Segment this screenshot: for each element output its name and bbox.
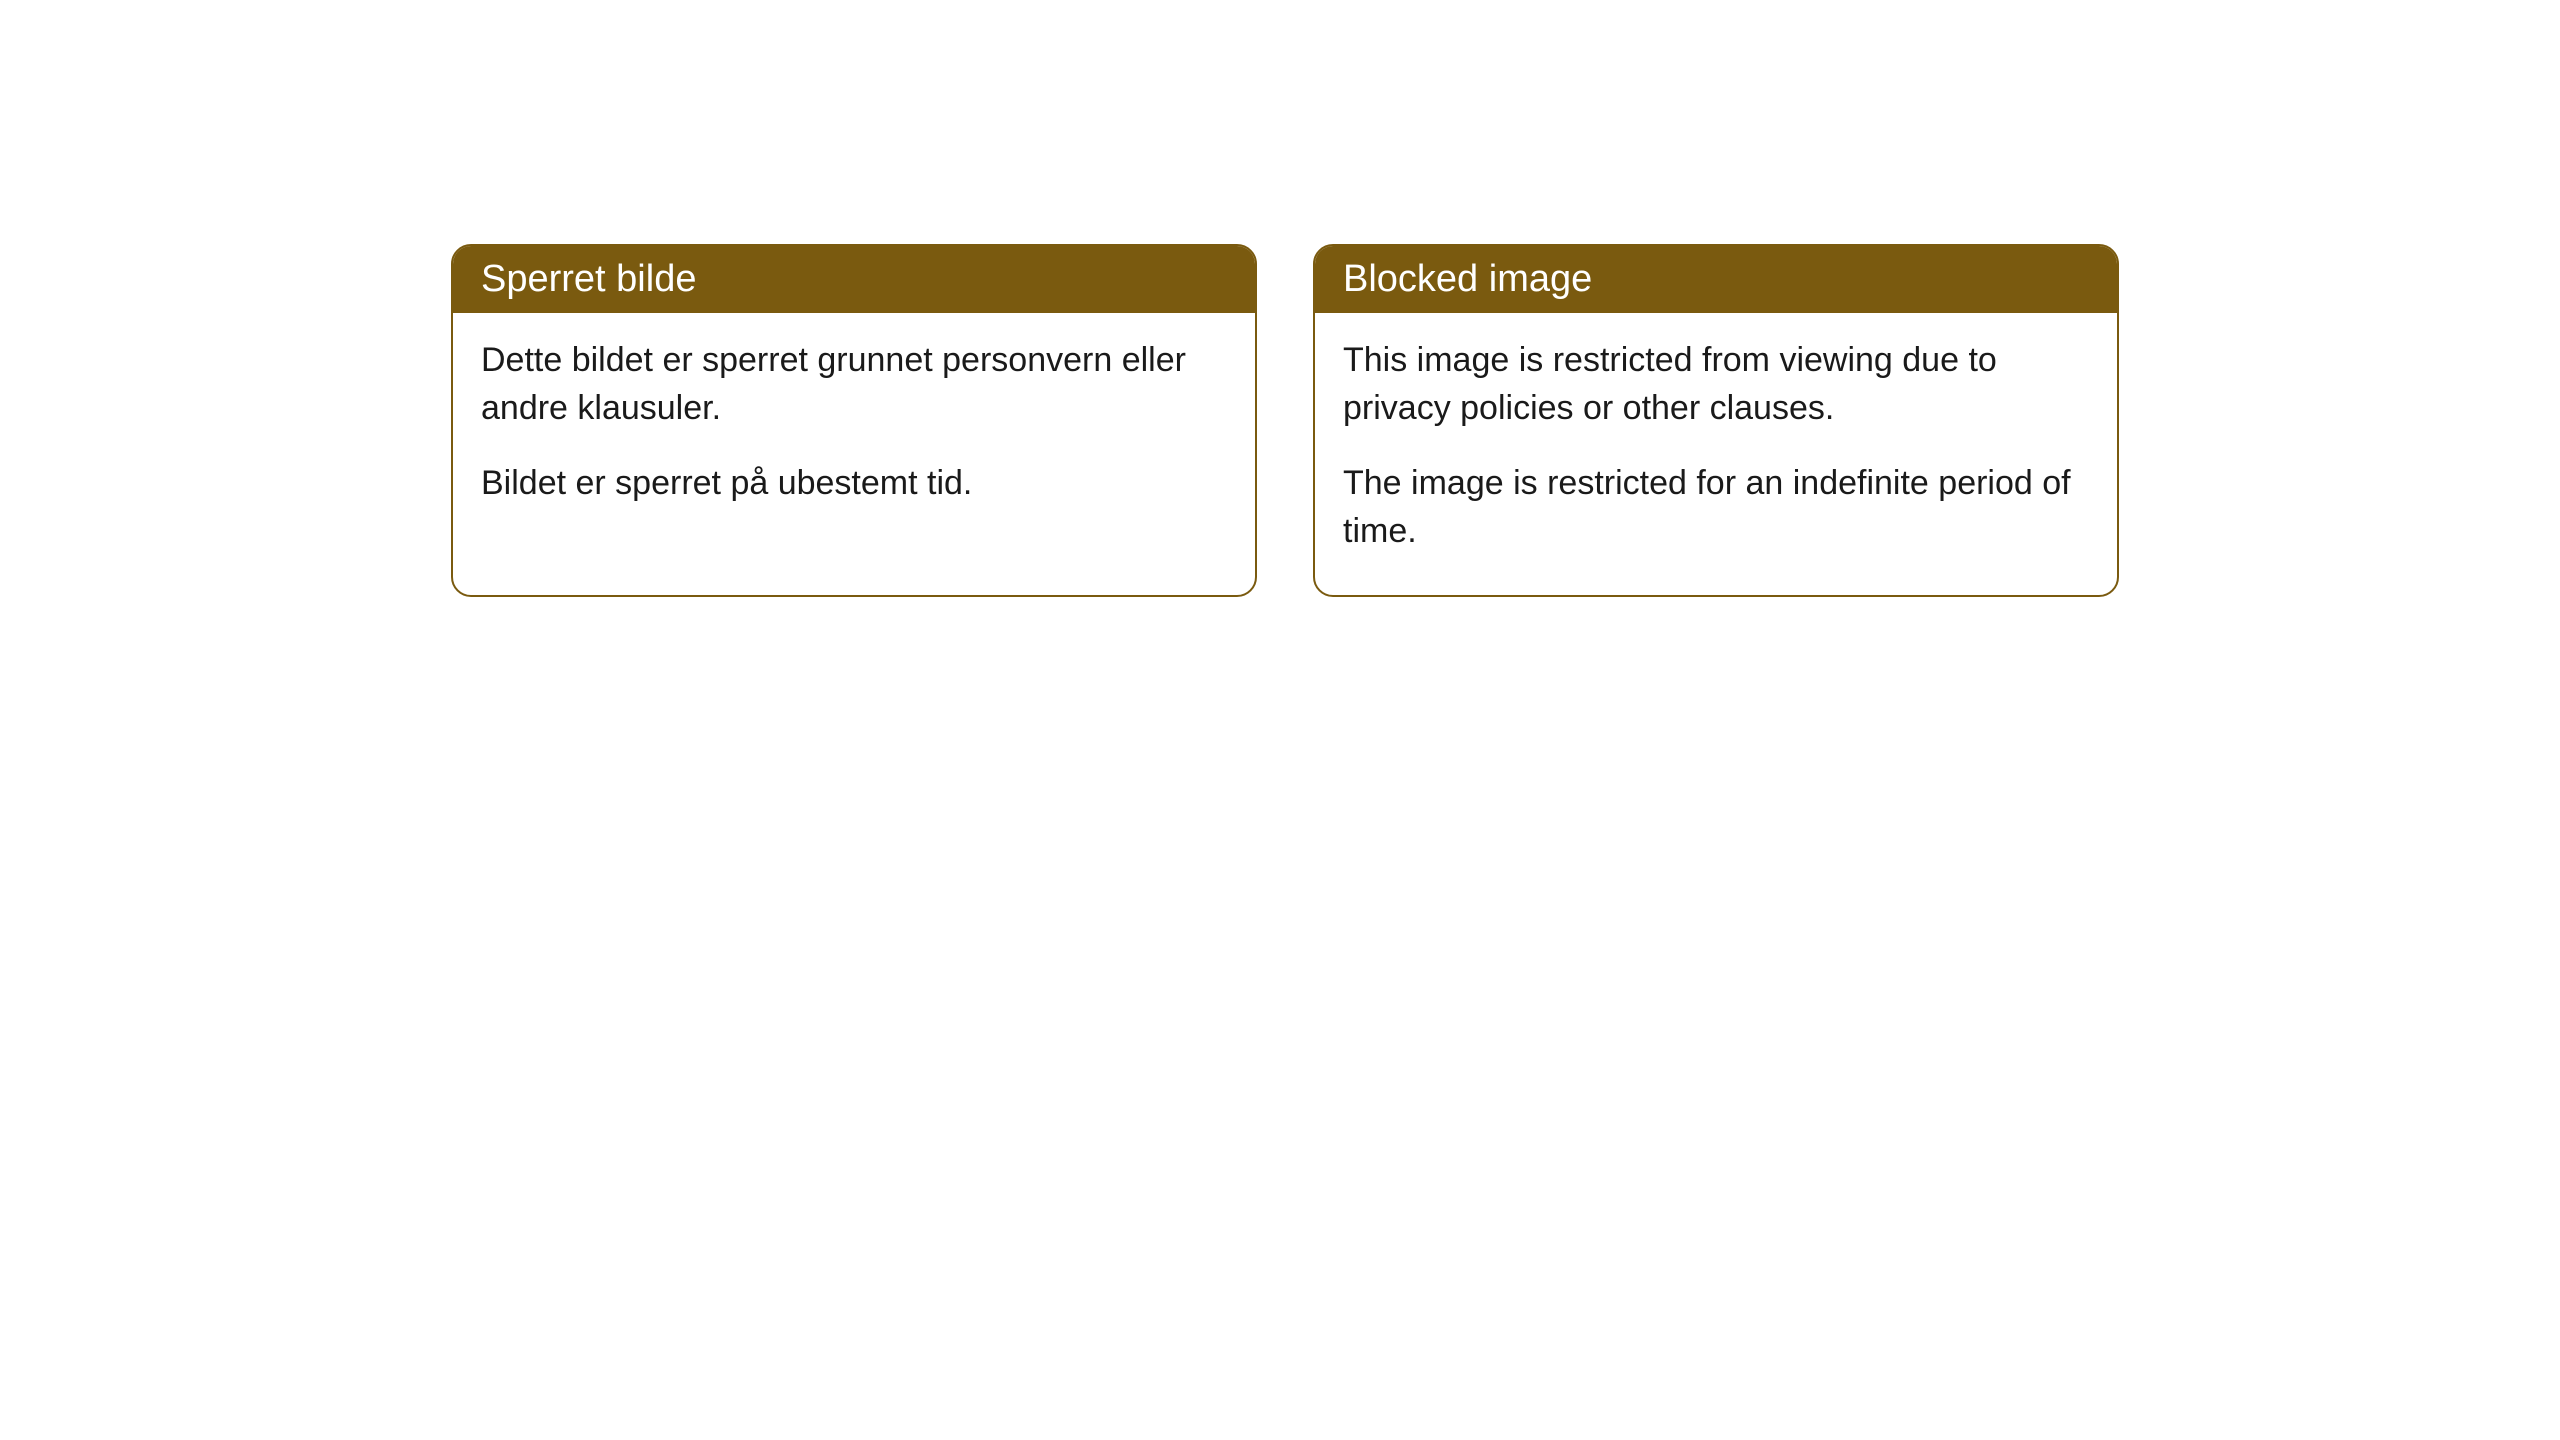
card-header: Sperret bilde — [453, 246, 1255, 313]
notice-text-2: Bildet er sperret på ubestemt tid. — [481, 460, 1227, 508]
notice-text-2: The image is restricted for an indefinit… — [1343, 460, 2089, 555]
card-header: Blocked image — [1315, 246, 2117, 313]
card-body: Dette bildet er sperret grunnet personve… — [453, 313, 1255, 548]
notice-cards-container: Sperret bilde Dette bildet er sperret gr… — [0, 0, 2560, 597]
notice-card-english: Blocked image This image is restricted f… — [1313, 244, 2119, 597]
notice-card-norwegian: Sperret bilde Dette bildet er sperret gr… — [451, 244, 1257, 597]
card-body: This image is restricted from viewing du… — [1315, 313, 2117, 595]
notice-text-1: Dette bildet er sperret grunnet personve… — [481, 337, 1227, 432]
notice-text-1: This image is restricted from viewing du… — [1343, 337, 2089, 432]
